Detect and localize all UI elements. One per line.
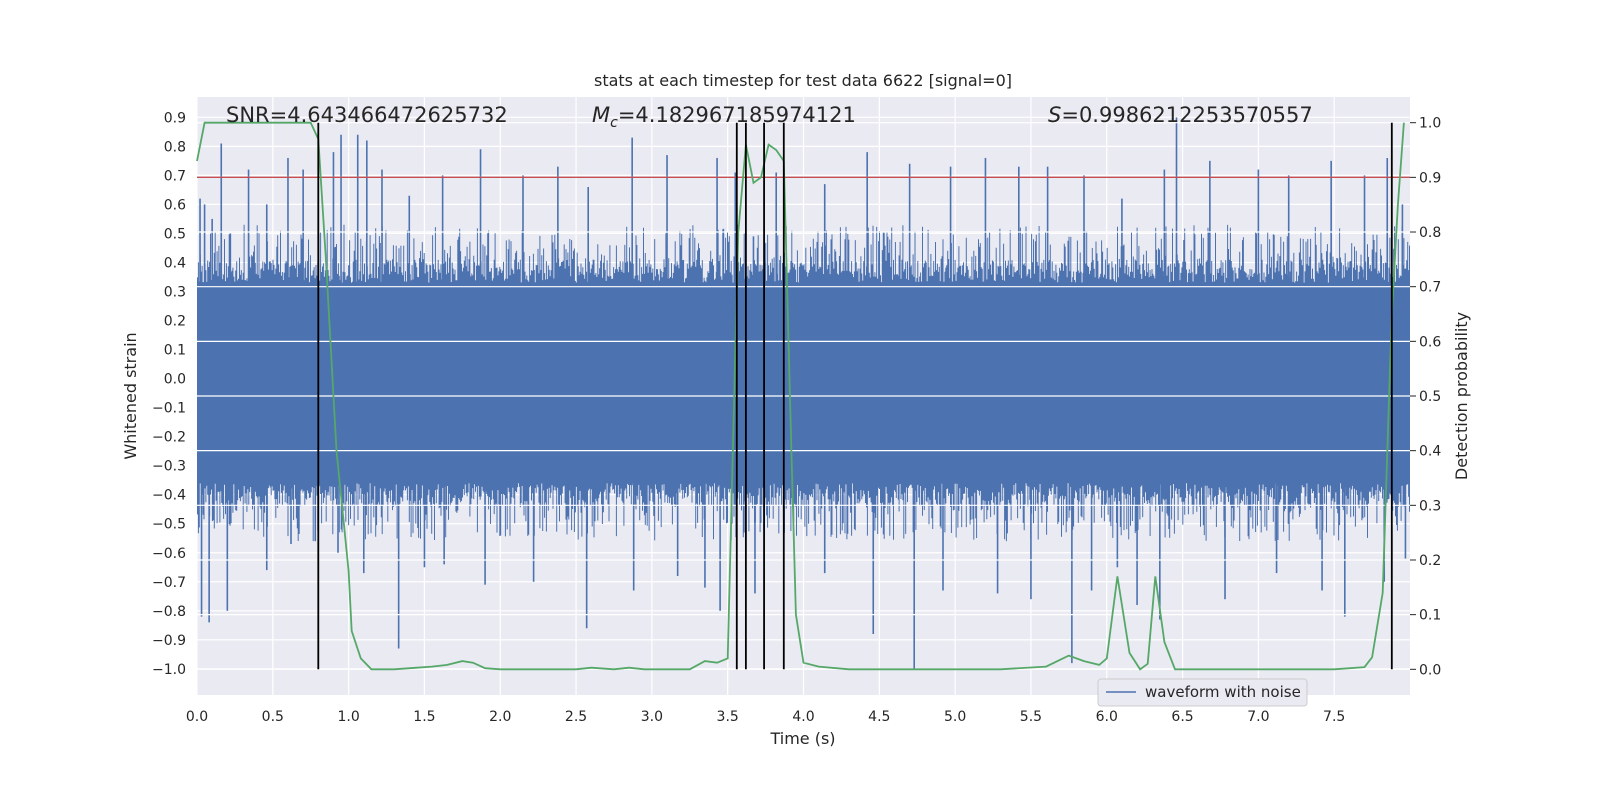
y-left-axis-ticks: 0.9 0.8 0.7 0.6 0.5 0.4 0.3 0.2 0.1 0.0 −0.1 −0.2 −0… [152,110,186,678]
y-right-axis-ticks: 1.0 0.9 0.8 0.7 0.6 0.5 0.4 0.3 0.2 0.1 0.0 [1410,116,1441,678]
y-left-tick-label: −0.1 [152,401,186,417]
chirp-mass-annotation: Mc=4.182967185974121 [592,103,856,131]
y-left-tick-label: −0.6 [152,546,186,562]
y-left-axis-label: Whitened strain [121,332,140,459]
y-left-tick-label: 0.9 [164,110,186,126]
y-left-tick-label: −0.5 [152,517,186,533]
x-tick-label: 4.0 [792,709,814,725]
waveform-noise [197,224,1410,542]
legend-label: waveform with noise [1145,683,1301,701]
y-right-tick-label: 0.5 [1419,389,1441,405]
probability-line [196,121,1405,671]
y-right-tick-label: 0.1 [1419,608,1441,624]
chirp-mass-subscript: c [610,115,618,131]
y-right-tick-label: 0.8 [1419,225,1441,241]
x-axis-ticks: 0.0 0.5 1.0 1.5 2.0 2.5 3.0 3.5 4.0 4.5 5.0 5.5 6.0 6… [186,709,1345,725]
legend: waveform with noise [1097,678,1308,707]
y-left-tick-label: 0.8 [164,139,186,155]
x-tick-label: 3.5 [717,709,739,725]
y-left-tick-label: 0.0 [164,372,186,388]
x-tick-label: 6.5 [1171,709,1193,725]
y-left-tick-label: −0.9 [152,633,186,649]
legend-box [1097,678,1308,707]
y-right-tick-label: 1.0 [1419,116,1441,132]
snr-annotation: SNR=4.643466472625732 [226,103,508,127]
y-left-tick-label: −0.8 [152,604,186,620]
x-tick-label: 6.0 [1096,709,1118,725]
x-tick-label: 2.5 [565,709,587,725]
y-left-tick-label: −0.3 [152,459,186,475]
score-symbol: S [1048,103,1061,127]
waveform-series [197,117,1410,669]
chirp-mass-value: =4.182967185974121 [618,103,856,127]
y-left-tick-label: −0.2 [152,430,186,446]
y-left-tick-label: 0.5 [164,226,186,242]
x-tick-label: 1.0 [337,709,359,725]
y-left-tick-label: −0.4 [152,488,186,504]
detection-vertical-lines [317,122,1393,670]
y-left-tick-label: 0.6 [164,197,186,213]
y-left-tick-label: 0.2 [164,314,186,330]
y-right-tick-label: 0.3 [1419,498,1441,514]
y-left-tick-label: −1.0 [152,662,186,678]
x-tick-label: 7.0 [1247,709,1269,725]
y-right-tick-label: 0.2 [1419,553,1441,569]
y-right-axis-label: Detection probability [1452,312,1471,480]
x-axis-label: Time (s) [769,729,835,748]
y-left-tick-label: 0.1 [164,343,186,359]
score-annotation: S=0.9986212253570557 [1048,103,1313,127]
y-right-tick-label: 0.9 [1419,170,1441,186]
y-right-tick-label: 0.6 [1419,334,1441,350]
x-tick-label: 7.5 [1323,709,1345,725]
x-tick-label: 4.5 [868,709,890,725]
x-tick-label: 5.5 [1020,709,1042,725]
probability-series [196,121,1405,671]
y-left-tick-label: 0.7 [164,168,186,184]
x-tick-label: 1.5 [413,709,435,725]
y-left-tick-label: 0.3 [164,284,186,300]
y-right-tick-label: 0.4 [1419,444,1441,460]
x-tick-label: 5.0 [944,709,966,725]
chirp-mass-symbol: M [592,103,610,127]
y-right-tick-label: 0.7 [1419,280,1441,296]
x-tick-label: 0.5 [262,709,284,725]
score-value: =0.9986212253570557 [1061,103,1312,127]
x-tick-label: 0.0 [186,709,208,725]
y-left-tick-label: 0.4 [164,255,186,271]
chart-title: stats at each timestep for test data 662… [594,71,1012,90]
y-left-tick-label: −0.7 [152,575,186,591]
x-tick-label: 3.0 [641,709,663,725]
x-tick-label: 2.0 [489,709,511,725]
y-right-tick-label: 0.0 [1419,662,1441,678]
